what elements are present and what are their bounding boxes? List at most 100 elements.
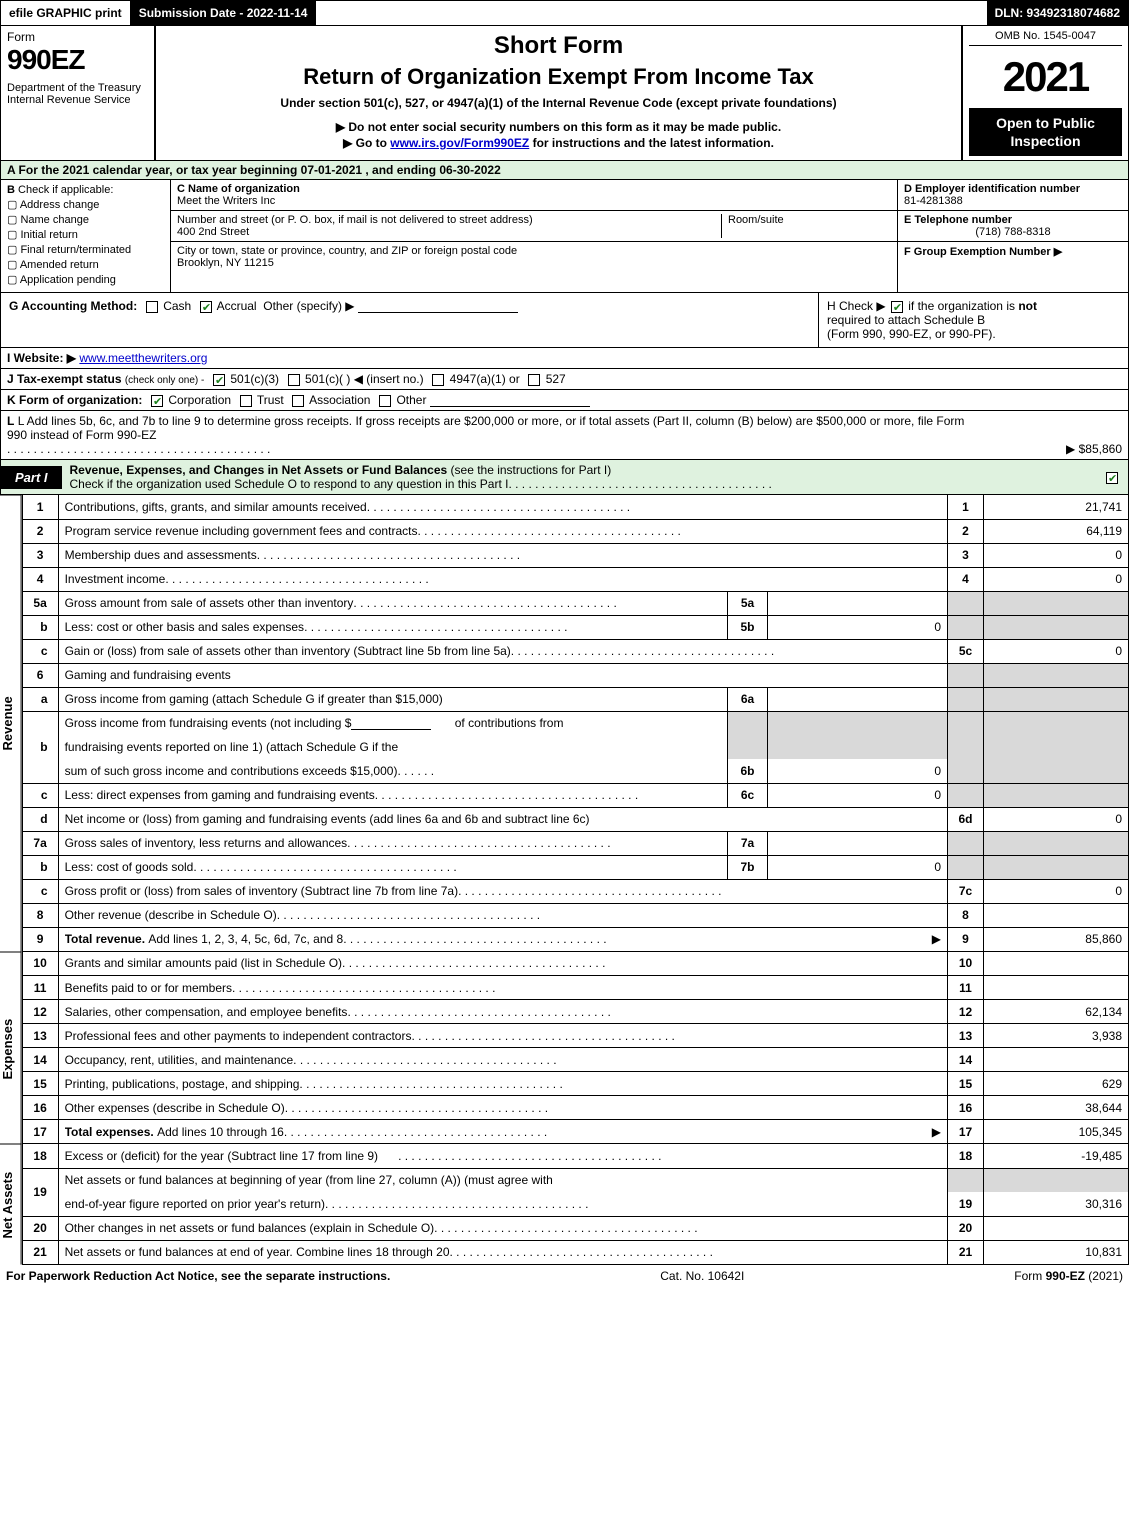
irs-link[interactable]: www.irs.gov/Form990EZ [390, 136, 529, 150]
line-2-value: 64,119 [984, 519, 1129, 543]
chk-527[interactable] [528, 374, 540, 386]
line-18: 18 Excess or (deficit) for the year (Sub… [22, 1144, 1128, 1168]
chk-501c3[interactable] [213, 374, 225, 386]
line-4: 4 Investment income 4 0 [22, 567, 1128, 591]
chk-other-org[interactable] [379, 395, 391, 407]
efile-print-label[interactable]: efile GRAPHIC print [1, 1, 131, 25]
chk-trust[interactable] [240, 395, 252, 407]
line-15-value: 629 [984, 1072, 1129, 1096]
line-6: 6 Gaming and fundraising events [22, 663, 1128, 687]
line-15: 15 Printing, publications, postage, and … [22, 1072, 1128, 1096]
tax-year: 2021 [969, 46, 1122, 108]
ssn-warning: ▶ Do not enter social security numbers o… [164, 120, 953, 134]
instructions-link-line: ▶ Go to www.irs.gov/Form990EZ for instru… [164, 136, 953, 150]
chk-cash[interactable] [146, 301, 158, 313]
form-title: Return of Organization Exempt From Incom… [164, 64, 953, 90]
dept-label: Department of the Treasury Internal Reve… [7, 82, 148, 106]
line-6d-value: 0 [984, 807, 1129, 831]
line-19-value: 30,316 [984, 1192, 1129, 1216]
c-street-label: Number and street (or P. O. box, if mail… [177, 214, 721, 226]
expenses-section: Expenses 10 Grants and similar amounts p… [0, 952, 1129, 1145]
line-6b-row2: fundraising events reported on line 1) (… [22, 735, 1128, 759]
chk-name-change[interactable]: ▢ Name change [7, 213, 164, 226]
line-3-value: 0 [984, 543, 1129, 567]
website-link[interactable]: www.meetthewriters.org [79, 351, 207, 365]
line-11-value [984, 976, 1129, 1000]
line-1: 1 Contributions, gifts, grants, and simi… [22, 495, 1128, 519]
arrow-icon [932, 1125, 941, 1139]
d-ein-label: D Employer identification number [904, 183, 1122, 195]
chk-final-return[interactable]: ▢ Final return/terminated [7, 243, 164, 256]
line-5a: 5a Gross amount from sale of assets othe… [22, 591, 1128, 615]
line-12-value: 62,134 [984, 1000, 1129, 1024]
fundraising-contrib-input[interactable] [351, 716, 431, 730]
org-name-value: Meet the Writers Inc [177, 195, 891, 207]
chk-schedule-o-part1[interactable] [1106, 472, 1118, 484]
revenue-table: 1 Contributions, gifts, grants, and simi… [22, 495, 1129, 952]
open-public-inspection: Open to Public Inspection [969, 108, 1122, 156]
line-16: 16 Other expenses (describe in Schedule … [22, 1096, 1128, 1120]
form-reference: Form 990-EZ (2021) [1014, 1269, 1123, 1283]
c-city-label: City or town, state or province, country… [177, 245, 891, 257]
block-b-c-d-e-f: B Check if applicable: ▢ Address change … [0, 180, 1129, 293]
chk-association[interactable] [292, 395, 304, 407]
header-center: Short Form Return of Organization Exempt… [156, 26, 963, 160]
b-label: Check if applicable: [18, 184, 113, 196]
line-l-gross-receipts: L L Add lines 5b, 6c, and 7b to line 9 t… [0, 411, 1129, 460]
chk-application-pending[interactable]: ▢ Application pending [7, 273, 164, 286]
b-letter: B [7, 184, 15, 196]
line-8: 8 Other revenue (describe in Schedule O)… [22, 903, 1128, 927]
line-6d: d Net income or (loss) from gaming and f… [22, 807, 1128, 831]
k-label: K Form of organization: [7, 393, 142, 407]
chk-accrual[interactable] [200, 301, 212, 313]
page-footer: For Paperwork Reduction Act Notice, see … [0, 1265, 1129, 1283]
line-5a-value [768, 591, 948, 615]
line-9-value: 85,860 [984, 927, 1129, 951]
catalog-number: Cat. No. 10642I [660, 1269, 744, 1283]
line-3: 3 Membership dues and assessments 3 0 [22, 543, 1128, 567]
net-assets-side-label: Net Assets [0, 1144, 22, 1265]
other-org-input[interactable] [430, 393, 590, 407]
d-ein-value: 81-4281388 [904, 195, 1122, 207]
line-7a: 7a Gross sales of inventory, less return… [22, 831, 1128, 855]
line-7b-value: 0 [768, 855, 948, 879]
section-c: C Name of organization Meet the Writers … [171, 180, 898, 292]
chk-501c[interactable] [288, 374, 300, 386]
line-14: 14 Occupancy, rent, utilities, and maint… [22, 1048, 1128, 1072]
net-assets-section: Net Assets 18 Excess or (deficit) for th… [0, 1144, 1129, 1265]
form-subtitle: Under section 501(c), 527, or 4947(a)(1)… [164, 96, 953, 110]
line-13-value: 3,938 [984, 1024, 1129, 1048]
section-h: H Check ▶ if the organization is not req… [818, 293, 1128, 347]
line-21-value: 10,831 [984, 1240, 1129, 1264]
header-right: OMB No. 1545-0047 2021 Open to Public In… [963, 26, 1128, 160]
chk-4947a1[interactable] [432, 374, 444, 386]
line-19-row1: 19 Net assets or fund balances at beginn… [22, 1168, 1128, 1192]
line-16-value: 38,644 [984, 1096, 1129, 1120]
line-6b-row3: sum of such gross income and contributio… [22, 759, 1128, 783]
line-i-website: I Website: ▶ www.meetthewriters.org [0, 348, 1129, 369]
f-group-label: F Group Exemption Number ▶ [904, 246, 1062, 258]
line-12: 12 Salaries, other compensation, and emp… [22, 1000, 1128, 1024]
dln-label: DLN: 93492318074682 [987, 1, 1128, 25]
part-1-title: Revenue, Expenses, and Changes in Net As… [70, 463, 448, 477]
chk-address-change[interactable]: ▢ Address change [7, 198, 164, 211]
line-5b: b Less: cost or other basis and sales ex… [22, 615, 1128, 639]
section-g: G Accounting Method: Cash Accrual Other … [1, 293, 818, 347]
part-1-header: Part I Revenue, Expenses, and Changes in… [0, 460, 1129, 495]
line-17: 17 Total expenses. Add lines 10 through … [22, 1120, 1128, 1144]
line-7c-value: 0 [984, 879, 1129, 903]
room-suite-label: Room/suite [721, 214, 891, 238]
other-method-input[interactable] [358, 299, 518, 313]
line-6b-value: 0 [768, 759, 948, 783]
form-number: 990EZ [7, 44, 148, 76]
org-city-value: Brooklyn, NY 11215 [177, 257, 891, 269]
line-6b-row1: b Gross income from fundraising events (… [22, 711, 1128, 735]
chk-initial-return[interactable]: ▢ Initial return [7, 228, 164, 241]
line-5c: c Gain or (loss) from sale of assets oth… [22, 639, 1128, 663]
chk-amended-return[interactable]: ▢ Amended return [7, 258, 164, 271]
section-b: B Check if applicable: ▢ Address change … [1, 180, 171, 292]
short-form-title: Short Form [164, 32, 953, 60]
org-street-value: 400 2nd Street [177, 226, 721, 238]
chk-schedule-b-not-required[interactable] [891, 301, 903, 313]
chk-corporation[interactable] [151, 395, 163, 407]
